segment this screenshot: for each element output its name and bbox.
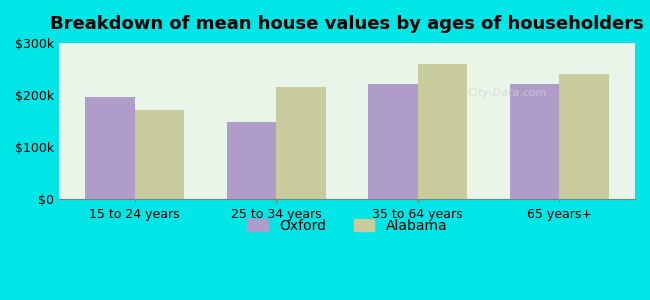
- Bar: [135, 110, 184, 199]
- Bar: [510, 84, 559, 199]
- Bar: [559, 74, 609, 199]
- Bar: [85, 98, 135, 199]
- Legend: Oxford, Alabama: Oxford, Alabama: [241, 213, 452, 238]
- Title: Breakdown of mean house values by ages of householders: Breakdown of mean house values by ages o…: [50, 15, 644, 33]
- Bar: [276, 87, 326, 199]
- Text: City-Data.com: City-Data.com: [468, 88, 547, 98]
- Bar: [368, 84, 418, 199]
- Bar: [227, 122, 276, 199]
- Bar: [418, 64, 467, 199]
